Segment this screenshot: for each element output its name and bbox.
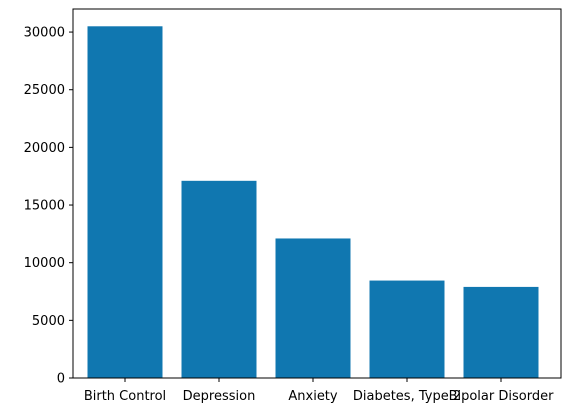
y-tick-label: 15000 <box>24 199 65 214</box>
y-tick-label: 10000 <box>24 256 65 271</box>
bar-anxiety <box>275 238 351 378</box>
x-tick-label: Depression <box>183 389 256 404</box>
y-tick-label: 20000 <box>24 141 65 156</box>
bar-diabetes-type-2 <box>369 280 445 378</box>
bars-group <box>87 26 539 378</box>
x-tick-label: Anxiety <box>288 389 338 404</box>
x-axis: Birth Control Depression Anxiety Diabetes, … <box>84 378 554 404</box>
bar-birth-control <box>87 26 163 378</box>
bar-depression <box>181 180 257 378</box>
x-tick-label: Bipolar Disorder <box>449 389 555 404</box>
x-tick-label: Birth Control <box>84 389 166 404</box>
y-tick-label: 30000 <box>24 26 65 41</box>
y-tick-label: 5000 <box>32 314 65 329</box>
y-tick-label: 25000 <box>24 83 65 98</box>
y-axis: 0 5000 10000 15000 20000 25000 30000 <box>24 26 73 387</box>
y-tick-label: 0 <box>57 372 65 387</box>
axes-frame <box>72 8 562 379</box>
bar-bipolar-disorder <box>463 286 539 378</box>
x-tick-label: Diabetes, Type 2 <box>353 389 461 404</box>
